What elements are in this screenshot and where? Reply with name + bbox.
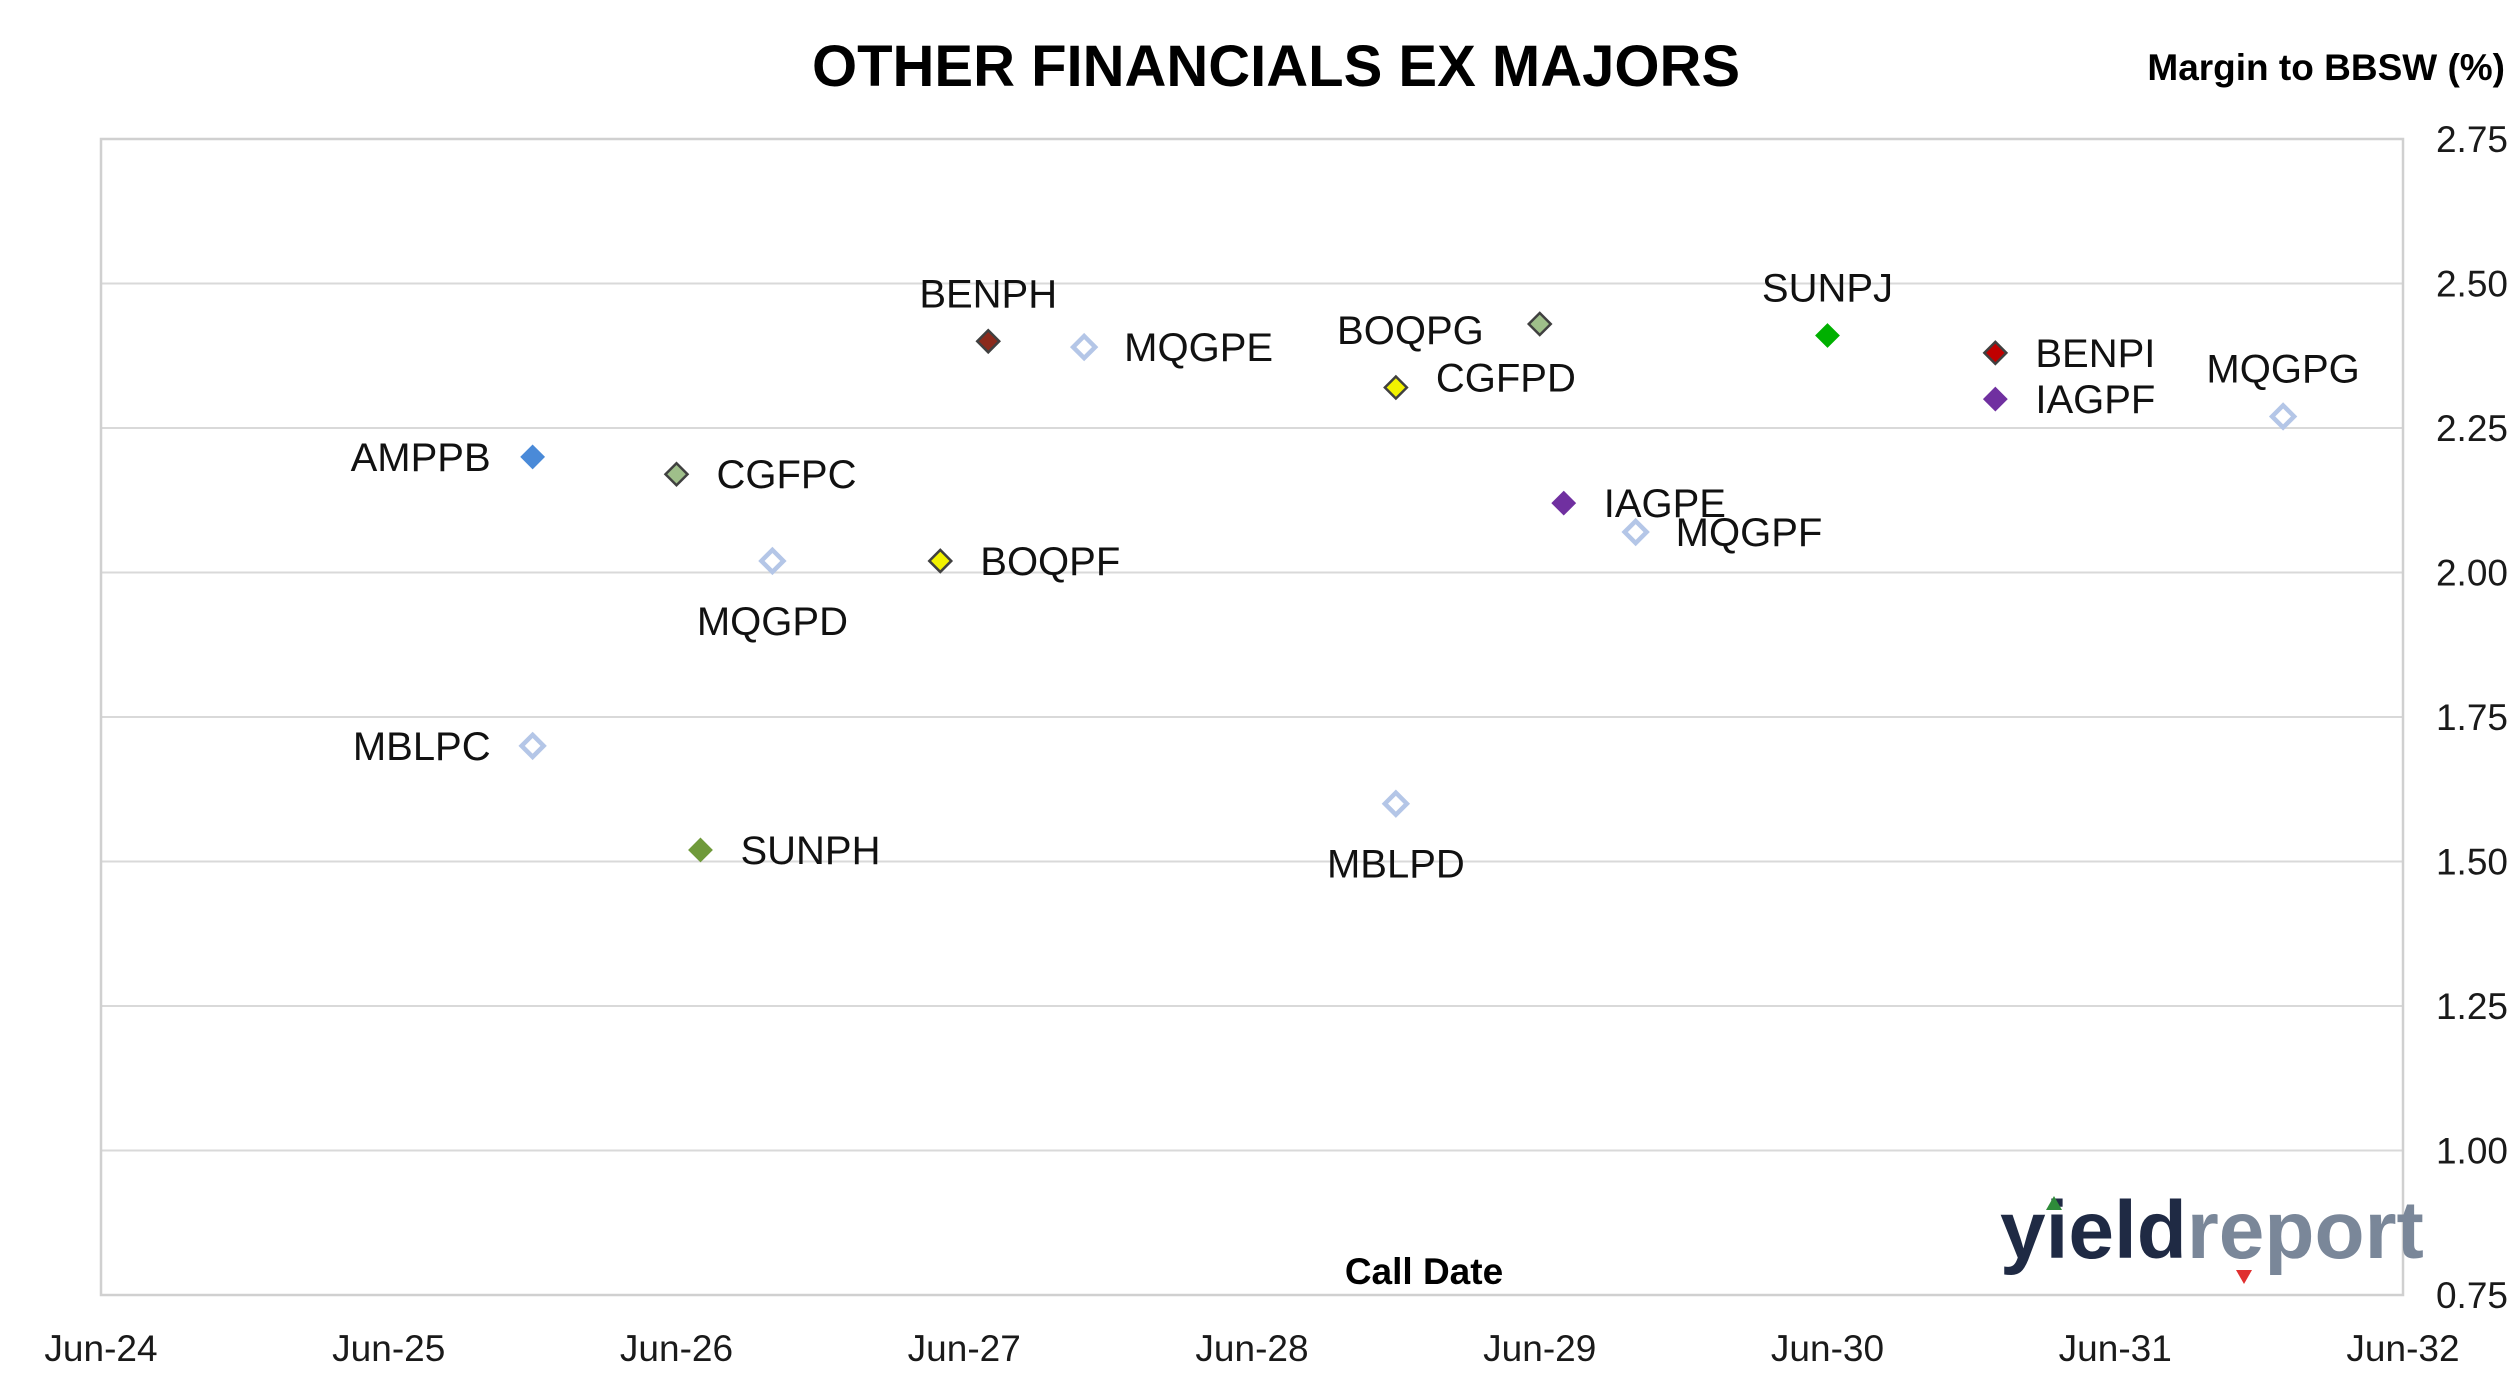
x-axis-ticks: Jun-24 Jun-25 Jun-26 Jun-27 Jun-28 Jun-29 Jun-… (44, 1328, 2459, 1369)
data-point (975, 328, 1001, 355)
y-tick-label: 1.00 (2436, 1131, 2508, 1172)
logo-text: yieldreport (2000, 1185, 2424, 1276)
data-point (758, 546, 787, 576)
x-tick-label: Jun-24 (44, 1328, 157, 1369)
data-label: SUNPJ (1762, 267, 1893, 311)
data-point (1551, 490, 1577, 516)
data-point (1815, 323, 1840, 348)
data-label: CGFPC (717, 453, 857, 497)
x-tick-label: Jun-30 (1771, 1328, 1884, 1369)
data-label: AMPPB (351, 436, 491, 480)
data-point (2268, 402, 2298, 431)
y-tick-label: 1.50 (2436, 842, 2508, 883)
y-tick-label: 1.25 (2436, 986, 2508, 1027)
x-tick-label: Jun-26 (620, 1328, 733, 1369)
x-tick-label: Jun-25 (332, 1328, 445, 1369)
x-tick-label: Jun-31 (2059, 1328, 2172, 1369)
data-label: BOQPF (980, 540, 1120, 584)
y-tick-label: 1.75 (2436, 697, 2508, 738)
data-label: MBLPC (353, 725, 491, 769)
x-tick-label: Jun-27 (908, 1328, 1021, 1369)
data-label: SUNPH (740, 829, 880, 873)
data-point (520, 444, 546, 470)
data-label: MQGPE (1124, 326, 1273, 370)
data-label: BENPI (2035, 332, 2155, 376)
data-point (1383, 374, 1409, 401)
data-point (688, 837, 713, 863)
plot-frame (99, 137, 2405, 1297)
logo-part-report: report (2187, 1185, 2424, 1276)
logo-up-arrow-icon (2046, 1196, 2062, 1210)
y-tick-label: 2.75 (2436, 119, 2508, 160)
y-axis-ticks: 0.75 1.00 1.25 1.50 1.75 2.00 2.25 2.50 2.75 (2436, 119, 2508, 1316)
y-tick-label: 0.75 (2436, 1275, 2508, 1316)
data-point (1069, 332, 1099, 362)
data-point (1526, 311, 1553, 337)
x-tick-label: Jun-28 (1195, 1328, 1308, 1369)
data-points (518, 311, 2298, 863)
data-point (1381, 789, 1411, 818)
data-labels: AMPPB CGFPC MQGPD MBLPC SUNPH BOQPF BENPH MQGPE… (351, 267, 2360, 887)
x-tick-label: Jun-29 (1483, 1328, 1596, 1369)
y-axis-label: Margin to BBSW (%) (2147, 47, 2505, 88)
data-label: IAGPF (2035, 378, 2155, 422)
yieldreport-logo: yieldreport (2000, 1185, 2424, 1284)
data-label: IAGPE (1604, 482, 1726, 526)
data-label: MQGPD (697, 600, 848, 644)
logo-down-arrow-icon (2236, 1270, 2252, 1284)
y-tick-label: 2.25 (2436, 408, 2508, 449)
data-point (1982, 340, 2009, 366)
data-point (518, 731, 547, 761)
data-point (1982, 386, 2008, 412)
x-axis-label: Call Date (1345, 1251, 1503, 1292)
data-label: BENPH (919, 272, 1057, 316)
y-tick-label: 2.50 (2436, 264, 2508, 305)
data-point (663, 461, 690, 488)
data-label: MQGPG (2206, 347, 2359, 391)
logo-part-yield: yield (2000, 1185, 2187, 1276)
data-label: MQGPF (1676, 511, 1823, 555)
x-tick-label: Jun-32 (2346, 1328, 2459, 1369)
data-point (1621, 517, 1650, 547)
gridlines (101, 282, 2403, 1152)
data-label: CGFPD (1436, 357, 1576, 401)
data-label: MBLPD (1327, 843, 1465, 887)
chart-title: OTHER FINANCIALS EX MAJORS (812, 34, 1740, 99)
data-point (927, 548, 954, 574)
data-label: BOQPG (1337, 309, 1484, 353)
y-tick-label: 2.00 (2436, 553, 2508, 594)
